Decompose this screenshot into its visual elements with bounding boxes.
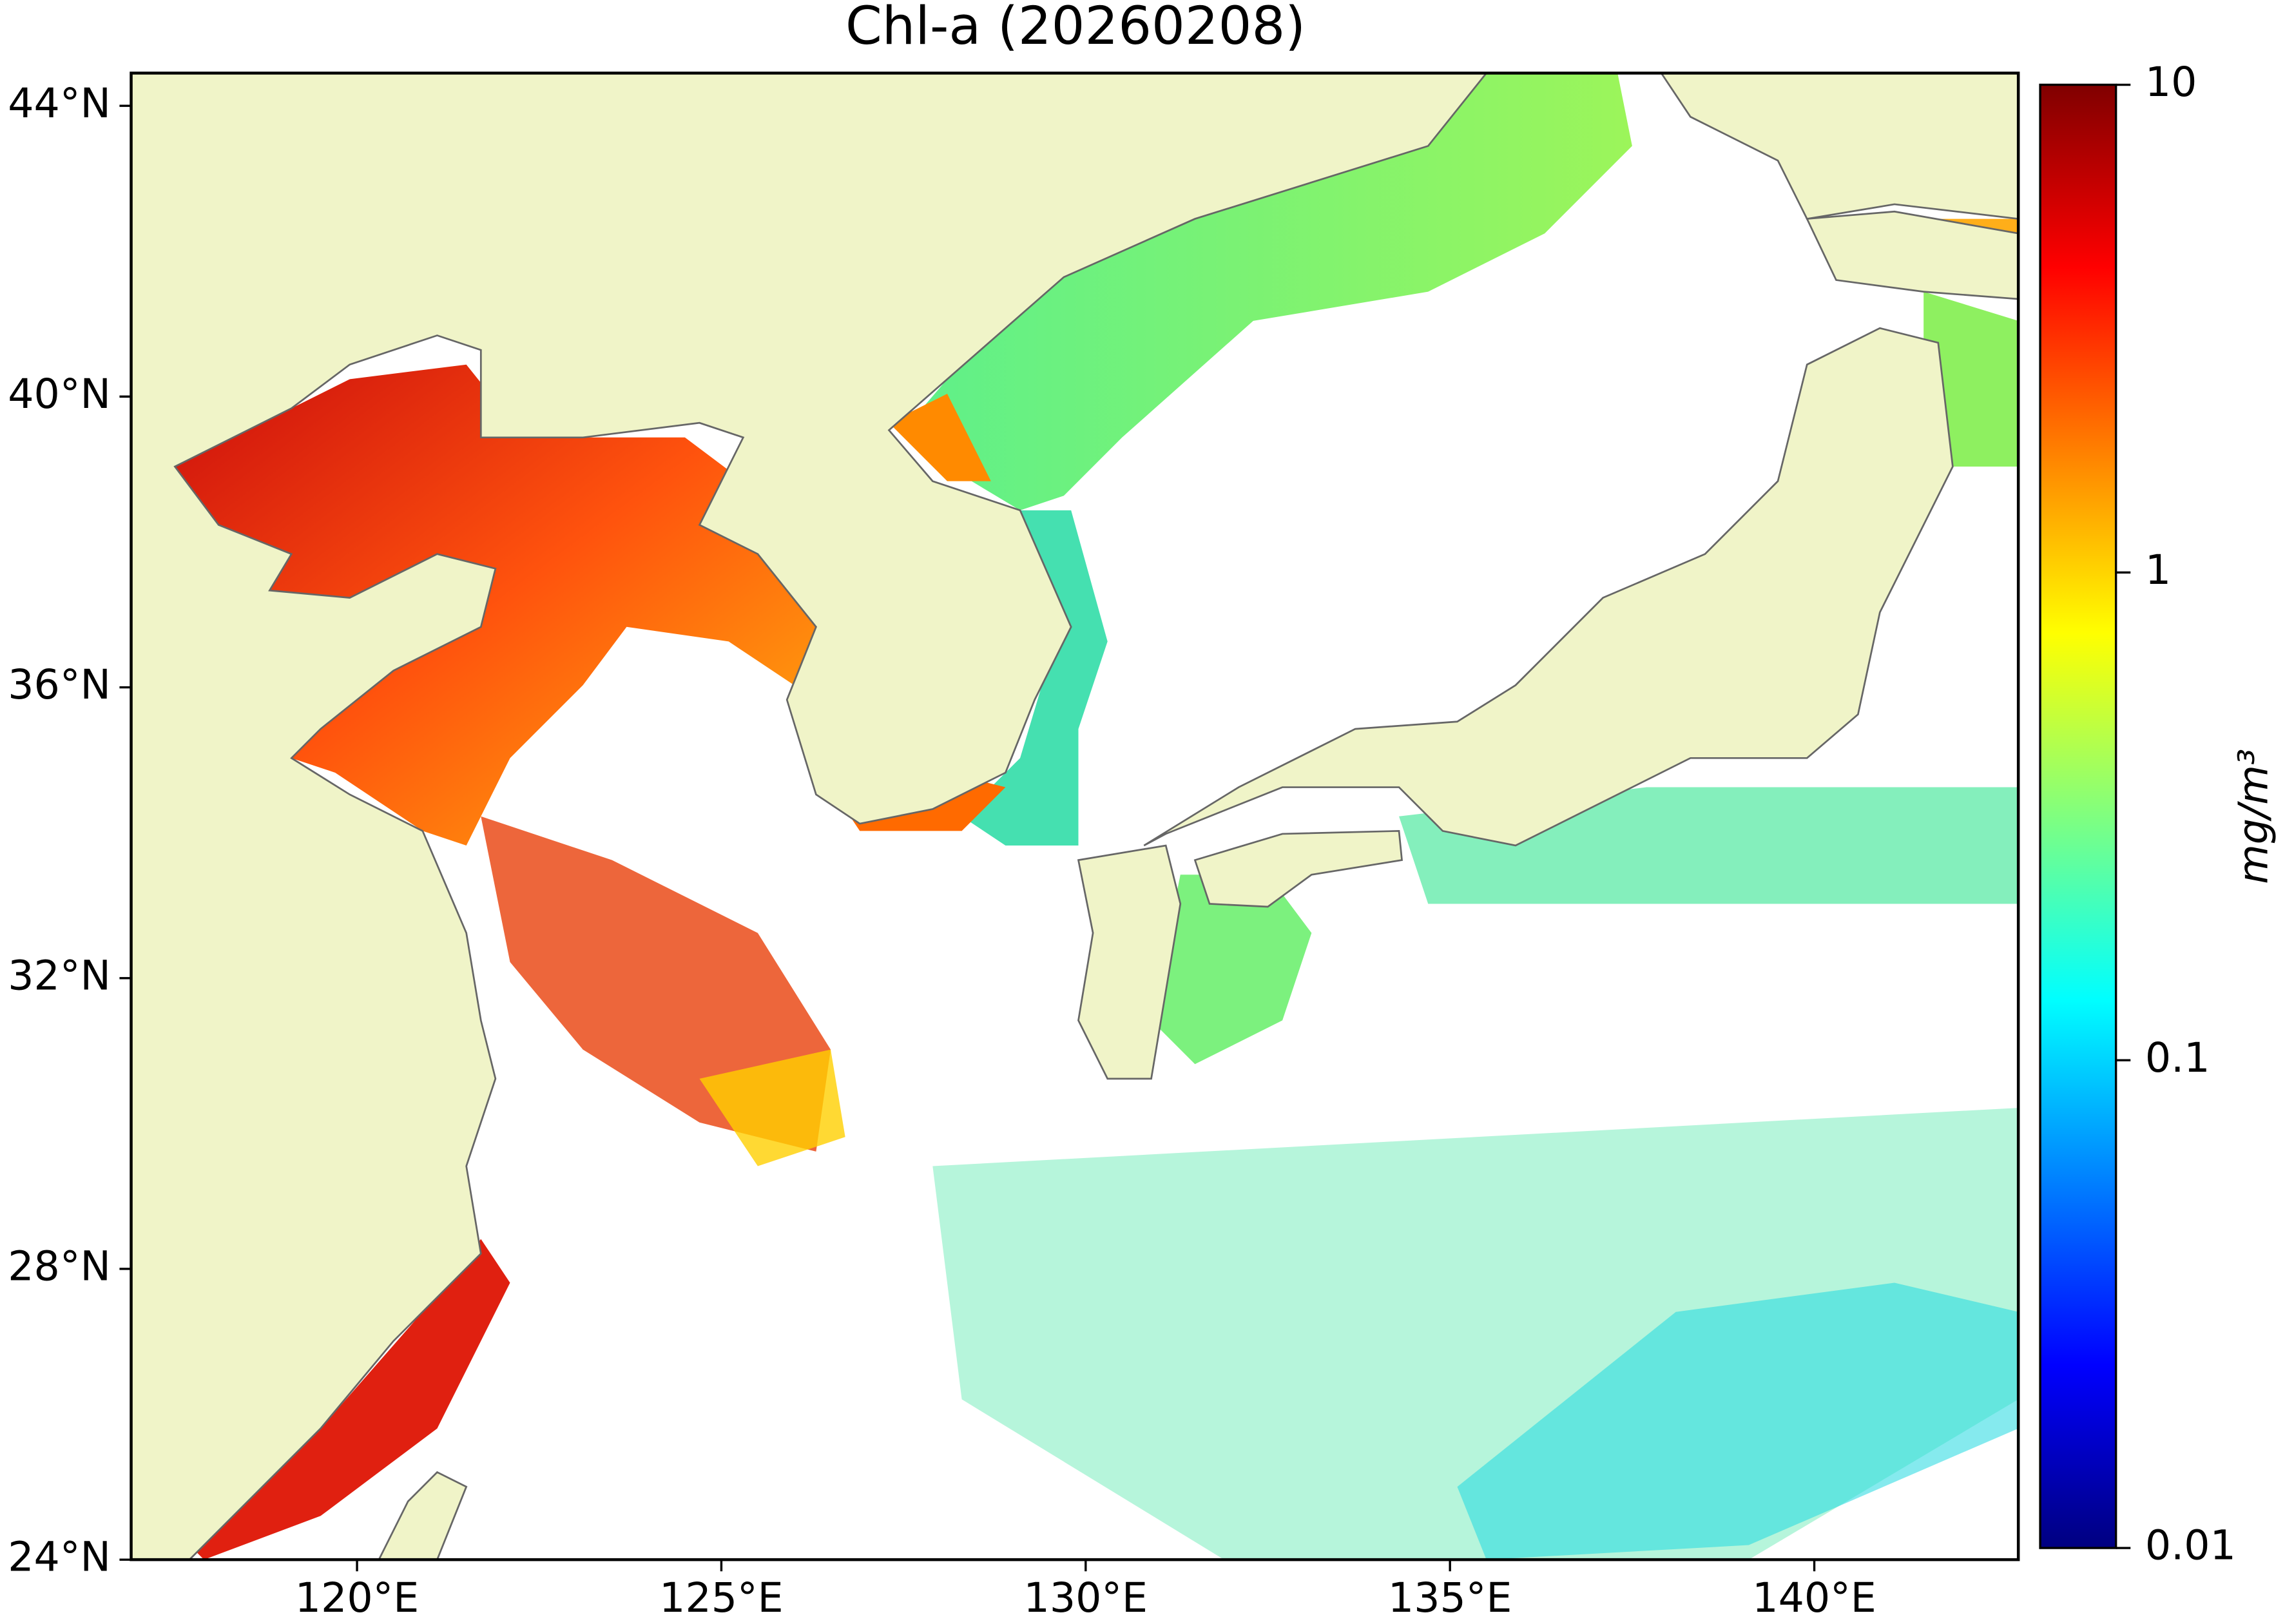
- chl-patch: [1457, 1282, 2019, 1560]
- x-tick-label: 130°E: [1024, 1574, 1148, 1621]
- chl-patch: [903, 73, 1632, 510]
- colorbar-tick-label: 0.01: [2145, 1522, 2236, 1569]
- chl-patch: [1151, 875, 1312, 1065]
- colorbar-tick-label: 1: [2145, 546, 2171, 594]
- colorbar-tick-label: 10: [2145, 58, 2197, 106]
- y-tick-label: 28°N: [8, 1242, 111, 1290]
- chl-patch: [889, 393, 991, 481]
- land: [1660, 73, 2019, 220]
- map-title: Chl-a (20260208): [845, 0, 1306, 57]
- colorbar-tick-label: 0.1: [2145, 1034, 2210, 1081]
- x-tick-label: 125°E: [659, 1574, 784, 1621]
- y-tick-label: 40°N: [8, 370, 111, 418]
- land: [1077, 844, 1182, 1080]
- chl-patch: [961, 510, 1108, 846]
- x-tick-label: 140°E: [1752, 1574, 1876, 1621]
- chl-patch: [481, 816, 831, 1152]
- y-tick-label: 36°N: [8, 661, 111, 708]
- x-tick-label: 135°E: [1388, 1574, 1512, 1621]
- y-tick-label: 44°N: [8, 79, 111, 127]
- chl-patch: [699, 1049, 845, 1166]
- land: [1193, 830, 1403, 908]
- x-tick-label: 120°E: [295, 1574, 419, 1621]
- colorbar: [2039, 83, 2117, 1549]
- y-tick-label: 32°N: [8, 951, 111, 999]
- land: [131, 73, 1488, 1560]
- map-frame: [130, 72, 2020, 1561]
- map-body: [131, 73, 2019, 1560]
- colorbar-label: mg/m³: [2229, 749, 2277, 884]
- land: [1143, 327, 1954, 847]
- land: [1806, 210, 2019, 300]
- chl-patch: [175, 364, 816, 846]
- y-tick-label: 24°N: [8, 1533, 111, 1581]
- land: [378, 1471, 468, 1560]
